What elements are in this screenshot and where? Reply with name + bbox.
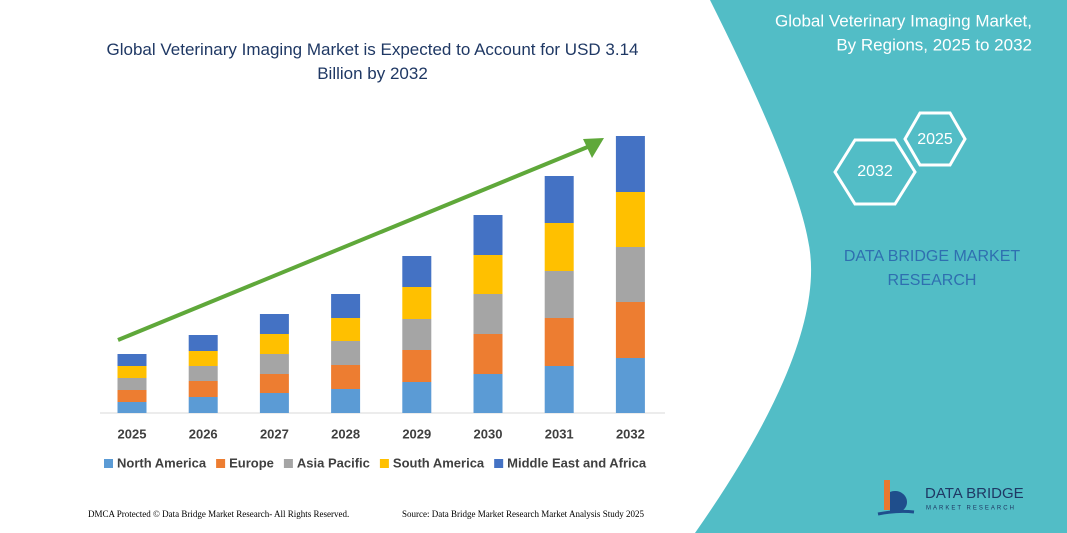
logo-name: DATA BRIDGE <box>925 485 1024 502</box>
x-tick-label: 2031 <box>545 426 574 441</box>
bar-segment <box>544 176 574 223</box>
bar-segment <box>259 393 289 413</box>
bar-segment <box>259 314 289 334</box>
x-tick-label: 2026 <box>189 426 218 441</box>
legend-label: South America <box>393 455 485 470</box>
bar-segment <box>615 247 645 302</box>
footer-left: DMCA Protected © Data Bridge Market Rese… <box>88 509 349 519</box>
bar-segment <box>402 287 432 319</box>
brand-text: DATA BRIDGE MARKET <box>844 248 1021 265</box>
bar-segment <box>188 335 218 351</box>
x-tick-label: 2028 <box>331 426 360 441</box>
bar-segment <box>188 351 218 366</box>
bar-segment <box>615 192 645 247</box>
legend-swatch <box>379 459 389 468</box>
logo-tagline: MARKET RESEARCH <box>926 506 1016 512</box>
bar-segment <box>117 366 147 378</box>
bar-segment <box>473 255 503 294</box>
x-tick-label: 2032 <box>616 426 645 441</box>
hex-label: 2032 <box>857 163 893 180</box>
hexagons <box>833 111 967 206</box>
brand-text: RESEARCH <box>888 272 977 289</box>
bar-segment <box>331 389 361 413</box>
x-tick-label: 2027 <box>260 426 289 441</box>
bar-segment <box>402 256 432 287</box>
legend-label: North America <box>117 455 207 470</box>
bar-segment <box>615 358 645 413</box>
x-tick-label: 2030 <box>474 426 503 441</box>
bar-segment <box>188 366 218 381</box>
legend-swatch <box>216 459 226 468</box>
bar-segment <box>544 271 574 318</box>
chart-title: Global Veterinary Imaging Market is Expe… <box>106 40 639 83</box>
arrow-head <box>583 138 604 158</box>
bar-segment <box>473 334 503 374</box>
bar-segment <box>331 341 361 365</box>
bar-segment <box>544 366 574 413</box>
bar-segment <box>402 350 432 382</box>
bar-segment <box>402 319 432 350</box>
bar-segment <box>473 294 503 334</box>
bar-segment <box>473 374 503 413</box>
bar-segment <box>117 378 147 390</box>
bar-segment <box>117 390 147 402</box>
legend-swatch <box>283 459 293 468</box>
legend-label: Asia Pacific <box>297 455 370 470</box>
bar-segment <box>331 318 361 341</box>
bar-segment <box>544 318 574 366</box>
panel-title: Global Veterinary Imaging Market, <box>775 11 1032 30</box>
bar-segment <box>188 397 218 413</box>
legend-label: Europe <box>229 455 274 470</box>
bar-segment <box>259 334 289 354</box>
bar-segment <box>473 215 503 255</box>
bar-segment <box>117 354 147 366</box>
bar-segment <box>331 294 361 318</box>
panel-title: By Regions, 2025 to 2032 <box>836 35 1032 54</box>
bar-segment <box>544 223 574 271</box>
trend-arrow <box>117 144 591 342</box>
legend-swatch <box>104 459 113 468</box>
bar-segment <box>188 381 218 397</box>
legend-swatch <box>494 459 504 468</box>
hex-label: 2025 <box>917 131 953 148</box>
side-panel <box>695 0 1067 533</box>
bar-segment <box>402 382 432 413</box>
bar-segment <box>331 365 361 389</box>
logo-icon <box>877 480 915 516</box>
legend-label: Middle East and Africa <box>507 455 647 470</box>
bar-segment <box>615 302 645 358</box>
bar-segment <box>259 374 289 393</box>
bar-segment <box>615 136 645 192</box>
bar-segment <box>259 354 289 374</box>
footer-right: Source: Data Bridge Market Research Mark… <box>402 509 644 519</box>
x-tick-label: 2025 <box>118 426 147 441</box>
x-tick-label: 2029 <box>402 426 431 441</box>
bar-segment <box>117 402 147 413</box>
